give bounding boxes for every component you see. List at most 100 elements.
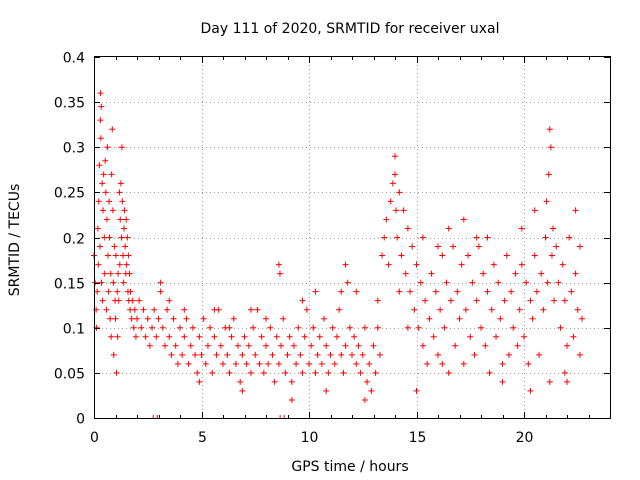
- data-point: [124, 234, 131, 241]
- data-point: [312, 369, 319, 376]
- data-point: [174, 360, 181, 367]
- data-point: [122, 243, 129, 250]
- data-point: [128, 315, 135, 322]
- data-point: [97, 243, 104, 250]
- data-point: [172, 342, 179, 349]
- data-point: [439, 252, 446, 259]
- data-point: [404, 225, 411, 232]
- data-point: [518, 261, 525, 268]
- data-point: [113, 369, 120, 376]
- data-point: [450, 243, 457, 250]
- data-point: [542, 234, 549, 241]
- data-point: [280, 315, 287, 322]
- data-point: [439, 360, 446, 367]
- data-point: [480, 270, 487, 277]
- data-point: [508, 288, 515, 295]
- data-point: [417, 279, 424, 286]
- data-point: [97, 90, 104, 97]
- data-point: [126, 270, 133, 277]
- data-point: [426, 315, 433, 322]
- data-point: [116, 261, 123, 268]
- data-point: [392, 171, 398, 178]
- data-point: [331, 360, 338, 367]
- data-point: [482, 342, 489, 349]
- data-point: [527, 387, 534, 394]
- data-point: [101, 234, 108, 241]
- data-point: [116, 189, 123, 196]
- data-point: [95, 198, 102, 205]
- data-point: [323, 387, 330, 394]
- data-point: [110, 351, 117, 358]
- data-point: [299, 369, 306, 376]
- data-point: [579, 315, 586, 322]
- data-point: [531, 207, 538, 214]
- data-point: [192, 351, 199, 358]
- data-point: [516, 306, 523, 313]
- data-point-clipped: [279, 415, 285, 418]
- data-point: [132, 333, 139, 340]
- x-tick-label: 5: [198, 430, 207, 446]
- data-point: [293, 360, 300, 367]
- data-point: [170, 315, 177, 322]
- data-point: [467, 333, 474, 340]
- data-point: [99, 297, 106, 304]
- data-point: [381, 234, 388, 241]
- data-point: [140, 306, 147, 313]
- data-point: [497, 315, 504, 322]
- data-point: [392, 153, 398, 160]
- data-point: [568, 288, 575, 295]
- data-point: [538, 270, 545, 277]
- data-point: [123, 261, 130, 268]
- data-point: [96, 162, 103, 169]
- data-point: [157, 288, 164, 295]
- data-point: [153, 333, 160, 340]
- data-point: [247, 369, 254, 376]
- data-point: [107, 270, 114, 277]
- data-point: [98, 103, 105, 110]
- data-point: [475, 243, 482, 250]
- data-point: [441, 324, 448, 331]
- data-point: [389, 180, 396, 187]
- data-point: [318, 360, 325, 367]
- data-point: [144, 315, 151, 322]
- data-point: [374, 324, 381, 331]
- data-point: [553, 243, 560, 250]
- data-point: [112, 315, 119, 322]
- data-point: [129, 297, 136, 304]
- data-point: [297, 351, 304, 358]
- grid: [94, 57, 610, 418]
- data-point: [471, 351, 478, 358]
- data-point: [419, 234, 426, 241]
- data-point: [134, 315, 140, 322]
- data-point: [161, 342, 168, 349]
- data-point: [325, 369, 332, 376]
- data-point: [424, 360, 431, 367]
- data-point: [478, 324, 484, 331]
- data-point: [286, 333, 293, 340]
- data-point: [428, 270, 435, 277]
- data-point: [256, 360, 263, 367]
- data-point: [106, 198, 113, 205]
- data-point: [123, 216, 130, 223]
- data-point: [185, 360, 192, 367]
- data-point: [336, 306, 343, 313]
- data-point: [333, 333, 340, 340]
- data-point: [114, 288, 121, 295]
- data-point: [576, 351, 583, 358]
- data-point: [510, 324, 517, 331]
- data-point: [543, 198, 550, 205]
- data-point: [181, 333, 188, 340]
- data-point: [99, 180, 106, 187]
- data-point: [574, 306, 581, 313]
- data-point: [224, 351, 231, 358]
- data-point: [104, 252, 111, 259]
- data-point: [254, 306, 261, 313]
- y-tick-label: 0: [76, 412, 85, 428]
- y-tick-label: 0.2: [63, 232, 85, 248]
- x-tick-label: 15: [409, 430, 427, 446]
- data-point: [239, 387, 246, 394]
- data-point: [518, 225, 525, 232]
- data-point: [108, 171, 115, 178]
- data-point: [490, 261, 497, 268]
- data-point: [146, 342, 153, 349]
